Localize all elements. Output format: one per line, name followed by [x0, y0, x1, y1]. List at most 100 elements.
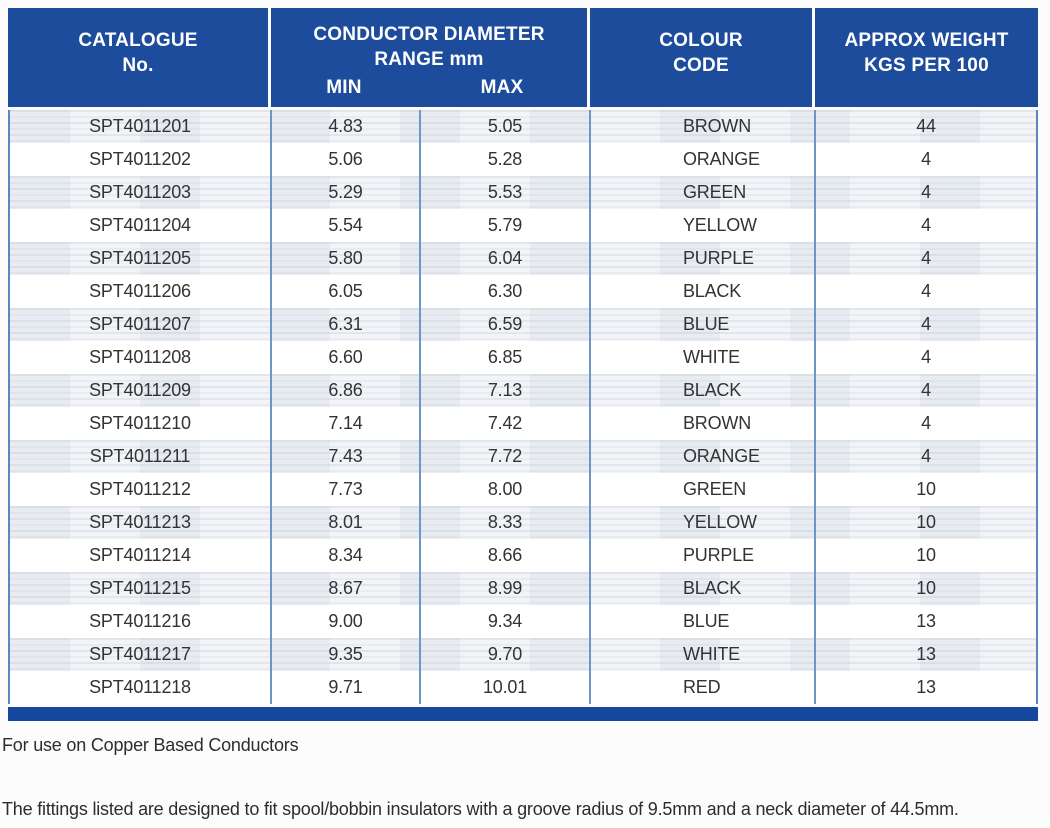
min-diameter-cell: 9.00: [270, 605, 419, 638]
colour-code-cell: WHITE: [589, 638, 814, 671]
catalogue-number-cell: SPT4011207: [89, 314, 191, 334]
min-diameter-cell: 4.83: [270, 110, 419, 143]
table-row: SPT4011214 8.34 8.66 PURPLE 10: [10, 539, 1036, 572]
table-row: SPT4011212 7.73 8.00 GREEN 10: [10, 473, 1036, 506]
colour-code-cell: ORANGE: [589, 143, 814, 176]
min-diameter-cell: 9.71: [270, 671, 419, 704]
catalogue-number-cell: SPT4011217: [89, 644, 191, 664]
catalogue-number-cell: SPT4011201: [89, 116, 191, 136]
colour-code-cell: YELLOW: [589, 209, 814, 242]
header-diameter-range: CONDUCTOR DIAMETER RANGE mm MIN MAX: [271, 8, 587, 107]
catalogue-number-cell: SPT4011212: [89, 479, 191, 499]
catalogue-number-cell: SPT4011218: [89, 677, 191, 697]
header-catalogue: CATALOGUE No.: [8, 8, 268, 107]
colour-code-cell: BROWN: [589, 110, 814, 143]
header-catalogue-line2: No.: [122, 55, 154, 76]
weight-cell: 4: [814, 341, 1036, 374]
max-diameter-cell: 9.34: [419, 605, 589, 638]
colour-code-cell: BLUE: [589, 308, 814, 341]
min-diameter-cell: 7.73: [270, 473, 419, 506]
max-diameter-cell: 8.33: [419, 506, 589, 539]
weight-cell: 10: [814, 473, 1036, 506]
table-header: CATALOGUE No. CONDUCTOR DIAMETER RANGE m…: [8, 8, 1038, 107]
min-diameter-cell: 5.06: [270, 143, 419, 176]
catalogue-number-cell: SPT4011202: [89, 149, 191, 169]
max-diameter-cell: 6.30: [419, 275, 589, 308]
min-diameter-cell: 8.67: [270, 572, 419, 605]
header-colour-line2: CODE: [673, 55, 729, 76]
colour-code-cell: RED: [589, 671, 814, 704]
note-copper-conductors: For use on Copper Based Conductors: [2, 735, 299, 755]
header-colour-line1: COLOUR: [659, 30, 743, 51]
table-row: SPT4011208 6.60 6.85 WHITE 4: [10, 341, 1036, 374]
min-diameter-cell: 5.54: [270, 209, 419, 242]
max-diameter-cell: 5.28: [419, 143, 589, 176]
weight-cell: 13: [814, 671, 1036, 704]
table-row: SPT4011216 9.00 9.34 BLUE 13: [10, 605, 1036, 638]
catalogue-number-cell: SPT4011211: [89, 446, 191, 466]
header-min-label: MIN: [326, 77, 362, 98]
weight-cell: 4: [814, 374, 1036, 407]
max-diameter-cell: 7.42: [419, 407, 589, 440]
colour-code-cell: BLACK: [589, 275, 814, 308]
min-diameter-cell: 6.60: [270, 341, 419, 374]
table-row: SPT4011209 6.86 7.13 BLACK 4: [10, 374, 1036, 407]
weight-cell: 4: [814, 242, 1036, 275]
colour-code-cell: BROWN: [589, 407, 814, 440]
max-diameter-cell: 8.99: [419, 572, 589, 605]
weight-cell: 4: [814, 209, 1036, 242]
colour-code-cell: WHITE: [589, 341, 814, 374]
weight-cell: 4: [814, 308, 1036, 341]
header-colour-code: COLOUR CODE: [590, 8, 812, 107]
max-diameter-cell: 6.85: [419, 341, 589, 374]
table-row: SPT4011217 9.35 9.70 WHITE 13: [10, 638, 1036, 671]
colour-code-cell: PURPLE: [589, 539, 814, 572]
weight-cell: 10: [814, 506, 1036, 539]
table-row: SPT4011205 5.80 6.04 PURPLE 4: [10, 242, 1036, 275]
catalogue-number-cell: SPT4011206: [89, 281, 191, 301]
catalogue-number-cell: SPT4011203: [89, 182, 191, 202]
colour-code-cell: PURPLE: [589, 242, 814, 275]
weight-cell: 4: [814, 176, 1036, 209]
min-diameter-cell: 5.29: [270, 176, 419, 209]
table-row: SPT4011206 6.05 6.30 BLACK 4: [10, 275, 1036, 308]
weight-cell: 13: [814, 605, 1036, 638]
min-diameter-cell: 9.35: [270, 638, 419, 671]
table-body: SPT4011201 4.83 5.05 BROWN 44 SPT4011202…: [8, 110, 1038, 704]
table-row: SPT4011207 6.31 6.59 BLUE 4: [10, 308, 1036, 341]
weight-cell: 4: [814, 440, 1036, 473]
min-diameter-cell: 5.80: [270, 242, 419, 275]
header-catalogue-line1: CATALOGUE: [78, 30, 198, 51]
catalogue-number-cell: SPT4011208: [89, 347, 191, 367]
max-diameter-cell: 9.70: [419, 638, 589, 671]
max-diameter-cell: 7.72: [419, 440, 589, 473]
header-diameter-line1: CONDUCTOR DIAMETER: [313, 24, 545, 45]
header-approx-weight: APPROX WEIGHT KGS PER 100: [815, 8, 1038, 107]
max-diameter-cell: 6.59: [419, 308, 589, 341]
weight-cell: 10: [814, 572, 1036, 605]
colour-code-cell: GREEN: [589, 176, 814, 209]
note-spool-bobbin: The fittings listed are designed to fit …: [2, 799, 959, 819]
catalogue-number-cell: SPT4011210: [89, 413, 191, 433]
colour-code-cell: BLACK: [589, 572, 814, 605]
max-diameter-cell: 7.13: [419, 374, 589, 407]
header-weight-line2: KGS PER 100: [864, 55, 989, 76]
weight-cell: 13: [814, 638, 1036, 671]
max-diameter-cell: 10.01: [419, 671, 589, 704]
colour-code-cell: GREEN: [589, 473, 814, 506]
colour-code-cell: BLUE: [589, 605, 814, 638]
weight-cell: 44: [814, 110, 1036, 143]
table-bottom-bar: [8, 707, 1038, 721]
weight-cell: 4: [814, 143, 1036, 176]
max-diameter-cell: 6.04: [419, 242, 589, 275]
table-row: SPT4011211 7.43 7.72 ORANGE 4: [10, 440, 1036, 473]
table-row: SPT4011202 5.06 5.28 ORANGE 4: [10, 143, 1036, 176]
max-diameter-cell: 8.66: [419, 539, 589, 572]
table-row: SPT4011210 7.14 7.42 BROWN 4: [10, 407, 1036, 440]
weight-cell: 4: [814, 275, 1036, 308]
header-min-max-row: MIN MAX: [271, 75, 587, 100]
colour-code-cell: ORANGE: [589, 440, 814, 473]
table-row: SPT4011204 5.54 5.79 YELLOW 4: [10, 209, 1036, 242]
catalogue-number-cell: SPT4011204: [89, 215, 191, 235]
